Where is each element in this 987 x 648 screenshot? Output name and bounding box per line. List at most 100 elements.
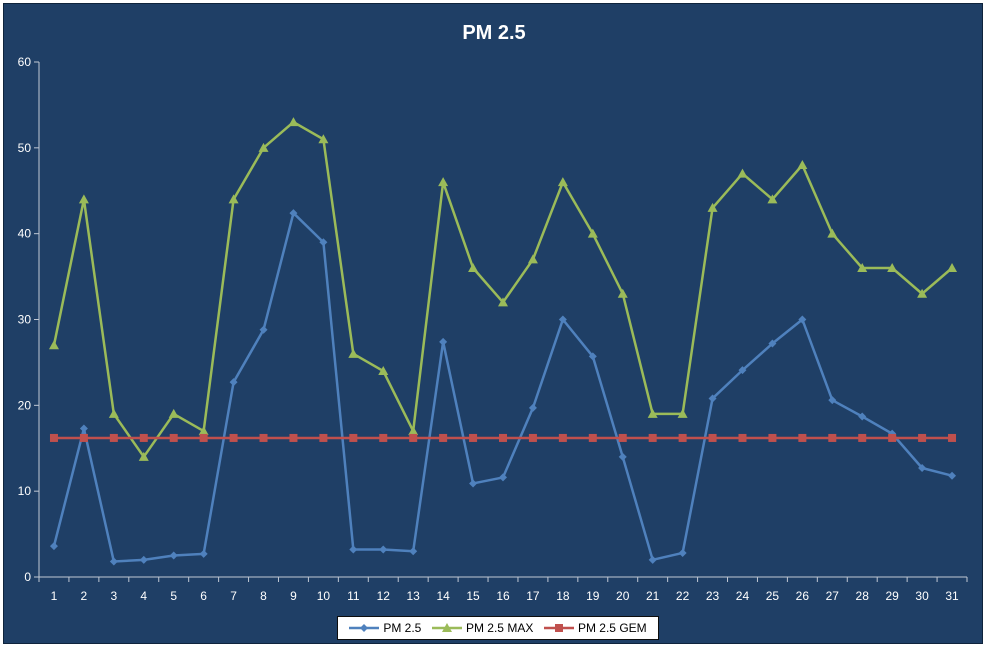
legend: PM 2.5 PM 2.5 MAX PM 2.5 GEM: [337, 616, 659, 640]
data-point: [707, 202, 718, 212]
y-tick-label: 60: [18, 55, 32, 69]
data-point: [677, 408, 688, 418]
data-point: [138, 451, 149, 461]
data-point: [738, 433, 747, 442]
data-point: [527, 254, 538, 264]
data-point: [79, 433, 88, 442]
data-point: [169, 551, 178, 560]
data-point: [289, 433, 298, 442]
x-tick-label: 4: [140, 589, 147, 603]
data-point: [379, 433, 388, 442]
legend-swatch: [543, 624, 574, 632]
legend-item: PM 2.5 GEM: [543, 621, 647, 635]
data-point: [348, 348, 359, 358]
x-tick-label: 17: [526, 589, 540, 603]
data-point: [558, 315, 567, 324]
data-point: [797, 160, 808, 169]
data-point: [678, 548, 687, 557]
x-tick-label: 26: [796, 589, 810, 603]
y-tick-label: 10: [18, 484, 32, 498]
data-point: [48, 340, 59, 350]
data-point: [827, 228, 838, 238]
y-tick-label: 50: [18, 141, 32, 155]
data-point: [737, 168, 748, 178]
data-point: [618, 433, 627, 442]
data-point: [439, 337, 448, 346]
data-point: [528, 433, 537, 442]
data-point: [199, 549, 208, 558]
data-point: [858, 433, 867, 442]
data-point: [109, 557, 118, 566]
x-tick-label: 10: [317, 589, 331, 603]
x-tick-label: 6: [200, 589, 207, 603]
data-point: [259, 433, 268, 442]
y-tick-label: 20: [18, 398, 32, 412]
data-point: [767, 194, 778, 204]
data-point: [349, 433, 358, 442]
data-point: [617, 288, 628, 298]
legend-label: PM 2.5: [383, 621, 422, 635]
data-point: [319, 238, 328, 247]
x-tick-label: 3: [110, 589, 117, 603]
x-tick-label: 15: [466, 589, 480, 603]
data-point: [288, 117, 299, 127]
data-point: [229, 433, 238, 442]
chart-title: PM 2.5: [462, 22, 526, 44]
data-point: [587, 228, 598, 238]
data-point: [857, 263, 868, 272]
data-point: [828, 433, 837, 442]
x-tick-label: 31: [945, 589, 959, 603]
x-tick-label: 24: [736, 589, 750, 603]
data-point: [439, 433, 448, 442]
data-point: [319, 433, 328, 442]
data-point: [528, 403, 537, 412]
y-tick-label: 0: [24, 570, 31, 584]
data-point: [798, 315, 807, 324]
data-point: [738, 366, 747, 375]
data-point: [78, 194, 89, 204]
data-point: [947, 263, 958, 272]
x-tick-label: 12: [377, 589, 391, 603]
data-point: [289, 209, 298, 218]
x-tick-label: 8: [260, 589, 267, 603]
x-tick-label: 21: [646, 589, 660, 603]
data-point: [228, 194, 239, 204]
data-point: [558, 433, 567, 442]
data-point: [229, 378, 238, 387]
y-tick-label: 40: [18, 227, 32, 241]
data-point: [379, 545, 388, 554]
x-tick-label: 18: [556, 589, 570, 603]
data-point: [858, 412, 867, 421]
y-tick-label: 30: [18, 313, 32, 327]
x-tick-label: 30: [915, 589, 929, 603]
data-point: [409, 547, 418, 556]
data-point: [349, 545, 358, 554]
x-tick-label: 27: [826, 589, 840, 603]
legend-item: PM 2.5: [349, 621, 421, 635]
data-point: [259, 325, 268, 334]
data-point: [318, 134, 329, 144]
data-point: [798, 433, 807, 442]
data-point: [948, 471, 957, 480]
data-point: [199, 433, 208, 442]
x-tick-label: 9: [290, 589, 297, 603]
data-point: [258, 142, 269, 152]
data-point: [647, 408, 658, 418]
data-point: [918, 463, 927, 472]
data-point: [498, 297, 508, 307]
x-tick-label: 23: [706, 589, 720, 603]
x-tick-label: 22: [676, 589, 690, 603]
data-point: [768, 339, 777, 348]
data-point: [499, 433, 507, 442]
data-point: [409, 433, 418, 442]
data-point: [918, 433, 927, 442]
x-tick-label: 19: [586, 589, 600, 603]
series-line-1: [52, 120, 953, 459]
x-tick-label: 25: [766, 589, 780, 603]
chart-area: PM 2.5 0 10 20 30 40 50 60 1 2 3 4 5 6 7 8 9 10 11 12 13 14 1…: [3, 3, 983, 644]
x-tick-label: 7: [230, 589, 237, 603]
data-point: [887, 263, 898, 272]
x-tick-label: 2: [81, 589, 88, 603]
data-point: [557, 177, 568, 187]
legend-label: PM 2.5 MAX: [465, 621, 534, 635]
